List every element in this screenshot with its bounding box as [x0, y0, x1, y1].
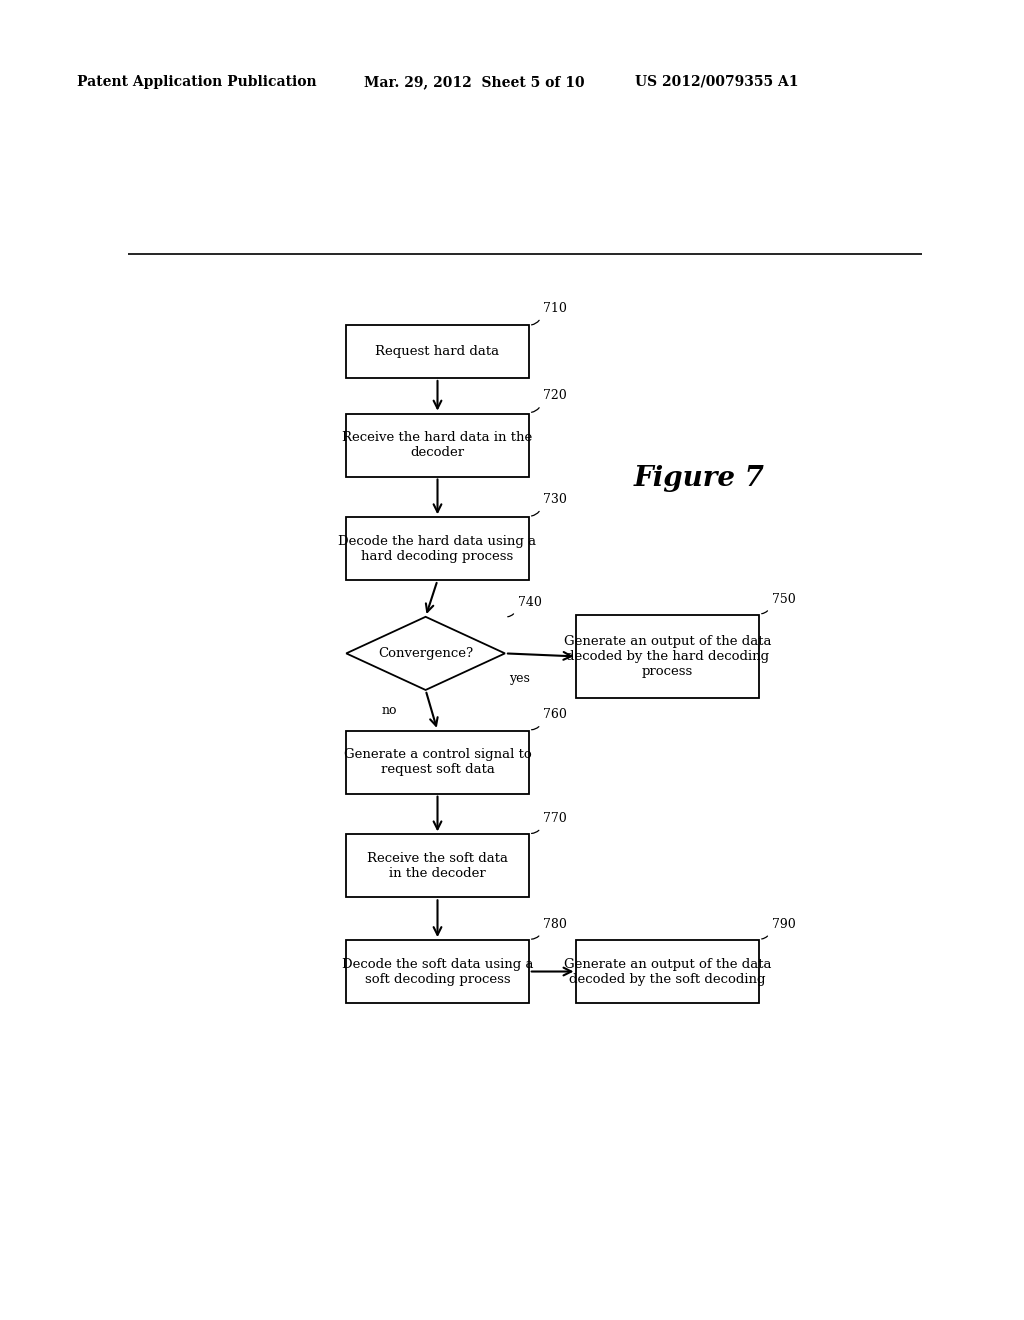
Text: 780: 780: [543, 917, 567, 931]
Bar: [346, 517, 528, 581]
Text: 760: 760: [543, 709, 567, 722]
Text: Receive the soft data
in the decoder: Receive the soft data in the decoder: [367, 851, 508, 880]
Bar: [346, 731, 528, 793]
Text: 710: 710: [543, 302, 567, 315]
Bar: [346, 940, 528, 1003]
Bar: [346, 413, 528, 477]
Text: 770: 770: [543, 812, 567, 825]
Text: Convergence?: Convergence?: [378, 647, 473, 660]
Text: Mar. 29, 2012  Sheet 5 of 10: Mar. 29, 2012 Sheet 5 of 10: [364, 75, 584, 88]
Text: no: no: [382, 704, 397, 717]
Text: 730: 730: [543, 492, 567, 506]
Bar: [346, 325, 528, 378]
Text: Receive the hard data in the
decoder: Receive the hard data in the decoder: [342, 432, 532, 459]
Bar: [577, 615, 759, 698]
Text: Generate a control signal to
request soft data: Generate a control signal to request sof…: [344, 748, 531, 776]
Text: Figure 7: Figure 7: [634, 465, 765, 492]
Polygon shape: [346, 616, 505, 690]
Text: Decode the soft data using a
soft decoding process: Decode the soft data using a soft decodi…: [342, 957, 534, 986]
Text: 750: 750: [772, 593, 796, 606]
Text: Decode the hard data using a
hard decoding process: Decode the hard data using a hard decodi…: [339, 535, 537, 562]
Text: Generate an output of the data
decoded by the soft decoding: Generate an output of the data decoded b…: [564, 957, 771, 986]
Text: US 2012/0079355 A1: US 2012/0079355 A1: [635, 75, 799, 88]
Text: Generate an output of the data
decoded by the hard decoding
process: Generate an output of the data decoded b…: [564, 635, 771, 678]
Text: 720: 720: [543, 389, 567, 403]
Text: 740: 740: [518, 595, 542, 609]
Bar: [577, 940, 759, 1003]
Text: 790: 790: [772, 917, 796, 931]
Text: Patent Application Publication: Patent Application Publication: [77, 75, 316, 88]
Text: Request hard data: Request hard data: [376, 345, 500, 358]
Text: yes: yes: [509, 672, 529, 685]
Bar: [346, 834, 528, 898]
